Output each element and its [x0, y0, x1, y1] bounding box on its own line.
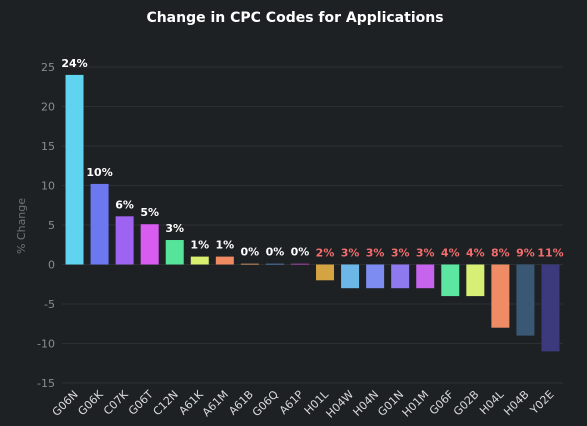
data-label-g06f: 4% [441, 247, 460, 260]
y-tick-label: 0 [48, 259, 55, 272]
x-tick-label-a61m: A61M [200, 388, 231, 419]
data-label-a61b: 0% [241, 246, 260, 259]
x-tick-label-g06t: G06T [126, 388, 156, 418]
x-tick-label-h01m: H01M [400, 388, 432, 420]
x-tick-label-c12n: C12N [151, 388, 181, 418]
x-tick-label-g06f: G06F [427, 388, 457, 418]
x-tick-label-c07k: C07K [101, 387, 131, 417]
bar-y02e [541, 264, 560, 352]
data-label-g06t: 5% [140, 206, 159, 219]
bar-c07k [115, 216, 134, 265]
data-label-g06n: 24% [61, 57, 87, 70]
data-label-h01m: 3% [416, 247, 435, 260]
data-label-a61k: 1% [190, 239, 209, 252]
x-tick-label-h04w: H04W [324, 388, 357, 421]
x-tick-label-g06q: G06Q [250, 388, 281, 419]
x-tick-label-g01n: G01N [375, 388, 406, 419]
bar-g06k [90, 183, 109, 265]
y-tick-label: -5 [44, 298, 55, 311]
bar-h04n [366, 264, 385, 289]
x-tick-labels-layer: G06NG06KC07KG06TC12NA61KA61MA61BG06QA61P… [50, 387, 557, 420]
y-tick-label: -15 [37, 377, 55, 390]
y-tick-label: 25 [41, 61, 55, 74]
bar-a61p [290, 263, 309, 265]
chart-title: Change in CPC Codes for Applications [146, 10, 443, 26]
bar-h04w [341, 264, 360, 289]
data-label-h04l: 8% [491, 247, 510, 260]
x-tick-label-h04l: H04L [477, 387, 507, 417]
y-tick-label: -10 [37, 338, 55, 351]
data-label-y02e: 11% [537, 247, 563, 260]
bar-a61k [190, 256, 209, 265]
data-label-h04w: 3% [341, 247, 360, 260]
x-tick-label-y02e: Y02E [527, 388, 556, 417]
data-label-g02b: 4% [466, 247, 485, 260]
x-tick-label-g06n: G06N [50, 388, 81, 419]
y-tick-label: 20 [41, 101, 55, 114]
data-label-c12n: 3% [165, 222, 184, 235]
data-label-a61m: 1% [215, 239, 234, 252]
bar-g02b [466, 264, 485, 297]
x-tick-label-a61p: A61P [277, 388, 306, 417]
data-labels-layer: 24% 10% 6% 5% 3% 1% 1% 0% 0% 0% 2% 3% 3% 3% 3% 4% 4% 8% 9%… [61, 57, 563, 260]
bar-h01l [316, 264, 335, 281]
bar-a61b [240, 263, 259, 265]
bar-c12n [165, 240, 184, 265]
bars-layer [65, 74, 560, 352]
bar-h04l [491, 264, 510, 328]
bar-g06t [140, 224, 159, 265]
data-label-h04n: 3% [366, 247, 385, 260]
bar-a61m [215, 256, 234, 265]
x-tick-label-g06k: G06K [75, 387, 106, 418]
data-label-g01n: 3% [391, 247, 410, 260]
bar-h01m [416, 264, 435, 289]
data-label-g06k: 10% [86, 166, 112, 179]
y-axis-label: % Change [15, 198, 28, 254]
bar-g06n [65, 74, 84, 265]
x-tick-label-a61b: A61B [226, 388, 256, 418]
data-label-a61p: 0% [291, 246, 310, 259]
x-tick-label-h04b: H04B [501, 388, 531, 418]
data-label-h04b: 9% [516, 247, 535, 260]
x-tick-label-h04n: H04N [350, 388, 381, 419]
y-tick-label: 5 [48, 219, 55, 232]
y-tick-label: 15 [41, 140, 55, 153]
bar-g06f [441, 264, 460, 297]
y-tick-label: 10 [41, 180, 55, 193]
bar-g06q [265, 263, 284, 265]
x-tick-label-g02b: G02B [451, 388, 481, 418]
bar-h04b [516, 264, 535, 336]
data-label-c07k: 6% [115, 198, 134, 211]
data-label-g06q: 0% [266, 246, 285, 259]
bar-g01n [391, 264, 410, 289]
data-label-h01l: 2% [316, 247, 335, 260]
